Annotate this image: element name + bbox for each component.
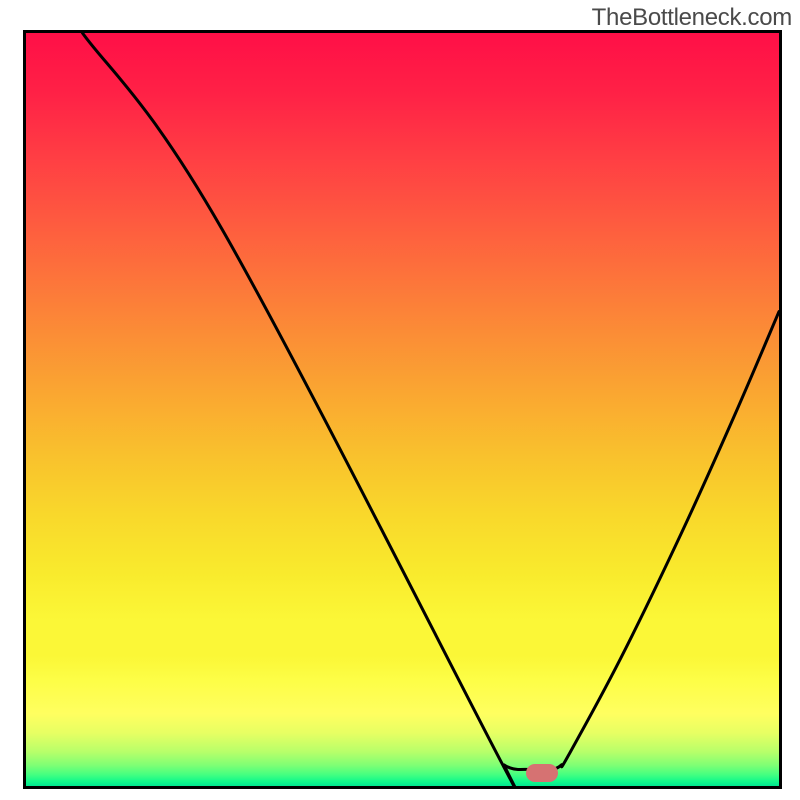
watermark-text: TheBottleneck.com [592, 4, 792, 32]
chart-root: TheBottleneck.com [0, 0, 800, 800]
bottleneck-curve-layer [26, 33, 779, 786]
plot-area [23, 30, 782, 789]
bottleneck-curve-path [82, 33, 779, 786]
optimal-point-marker [526, 764, 558, 782]
